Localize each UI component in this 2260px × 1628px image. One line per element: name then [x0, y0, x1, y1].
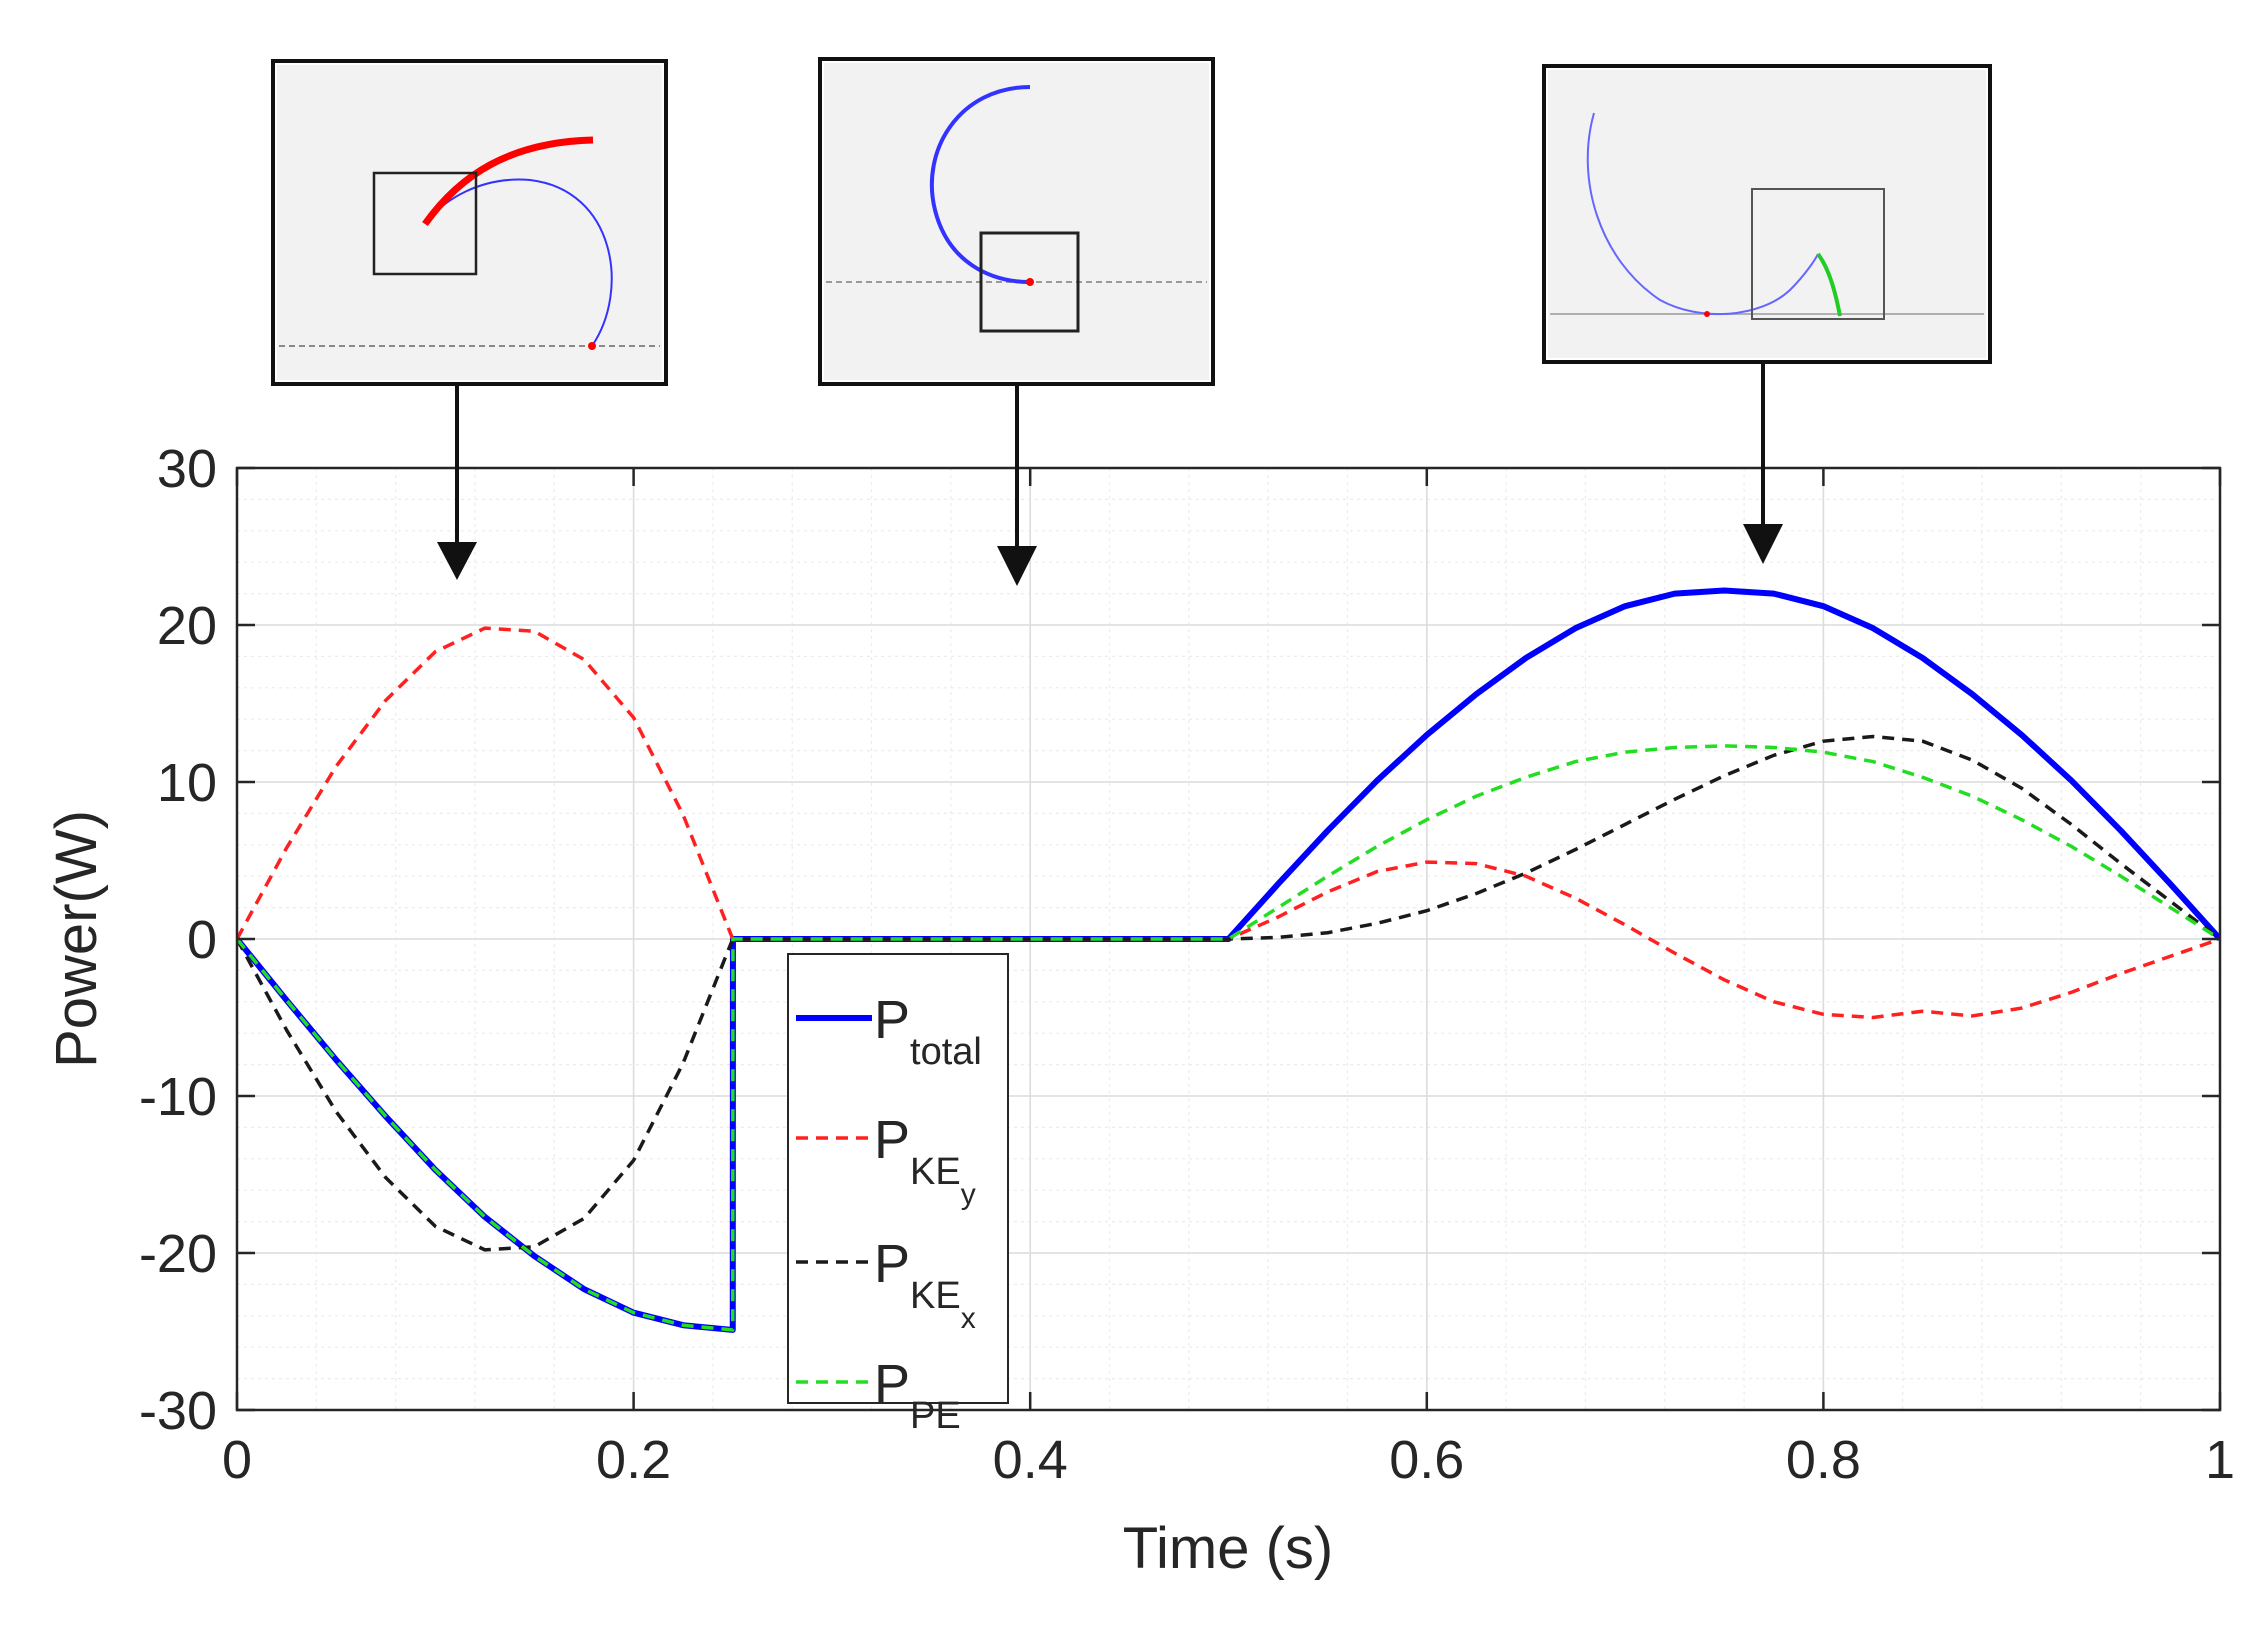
legend-label-P_KEy: PKEy: [874, 1110, 976, 1211]
y-tick-label: -20: [139, 1224, 217, 1284]
y-tick-label: -30: [139, 1381, 217, 1441]
inset-3-zoom-box: [1751, 188, 1885, 320]
x-axis-label: Time (s): [1123, 1516, 1333, 1581]
inset-2: [818, 57, 1215, 386]
inset-1-zoom-box: [372, 171, 478, 276]
series-line-P_PE: [237, 744, 2220, 1332]
inset-1-red-arc: [422, 136, 594, 227]
x-tick-label: 0.2: [596, 1430, 671, 1490]
inset-2-bg: [824, 63, 1209, 380]
inset-3-green-arc: [1816, 252, 1842, 317]
arrow-3-head: [1743, 524, 1783, 564]
legend-box: [787, 953, 1009, 1404]
y-tick-label: 0: [187, 910, 217, 970]
inset-2-zoom-box: [979, 231, 1080, 333]
inset-2-blue-arc: [929, 85, 1031, 284]
arrow-2-head: [997, 546, 1037, 586]
legend-label-P_KEx: PKEx: [874, 1234, 976, 1335]
inset-2-end-dot: [1026, 278, 1034, 286]
legend-entries: Ptotal PKEy PKEx PPE: [796, 990, 982, 1437]
inset-1: [271, 59, 668, 386]
legend-label-P_PE: PPE: [874, 1354, 961, 1437]
series-line-P_KEx: [237, 734, 2220, 1252]
y-tick-label: 10: [157, 753, 217, 813]
arrow-1-head: [437, 542, 477, 580]
y-tick-label: -10: [139, 1067, 217, 1127]
y-axis-label: Power(W): [44, 810, 109, 1068]
series-line-P_KEy: [237, 626, 2220, 1020]
x-tick-label: 1: [2205, 1430, 2235, 1490]
y-tick-label: 30: [157, 439, 217, 499]
arrows: [437, 362, 1783, 586]
x-tick-label: 0: [222, 1430, 252, 1490]
inset-3: [1542, 64, 1992, 364]
x-tick-label: 0.8: [1786, 1430, 1861, 1490]
inset-3-end-dot: [1704, 311, 1710, 317]
inset-3-bg: [1548, 70, 1986, 358]
x-tick-label: 0.6: [1389, 1430, 1464, 1490]
y-tick-label: 20: [157, 596, 217, 656]
x-tick-label: 0.4: [993, 1430, 1068, 1490]
series-layer: [237, 587, 2220, 1333]
inset-1-blue-arc: [424, 178, 613, 347]
inset-1-end-dot: [588, 342, 596, 350]
tick-layer: 0 0.2 0.4 0.6 0.8 1 30 20 10 0 -10 -20 -30: [139, 439, 2235, 1490]
legend-label-P_total: Ptotal: [874, 990, 982, 1073]
inset-3-blue-arc: [1586, 112, 1819, 316]
inset-1-bg: [277, 65, 662, 380]
legend: Ptotal PKEy PKEx PPE: [787, 953, 1009, 1437]
